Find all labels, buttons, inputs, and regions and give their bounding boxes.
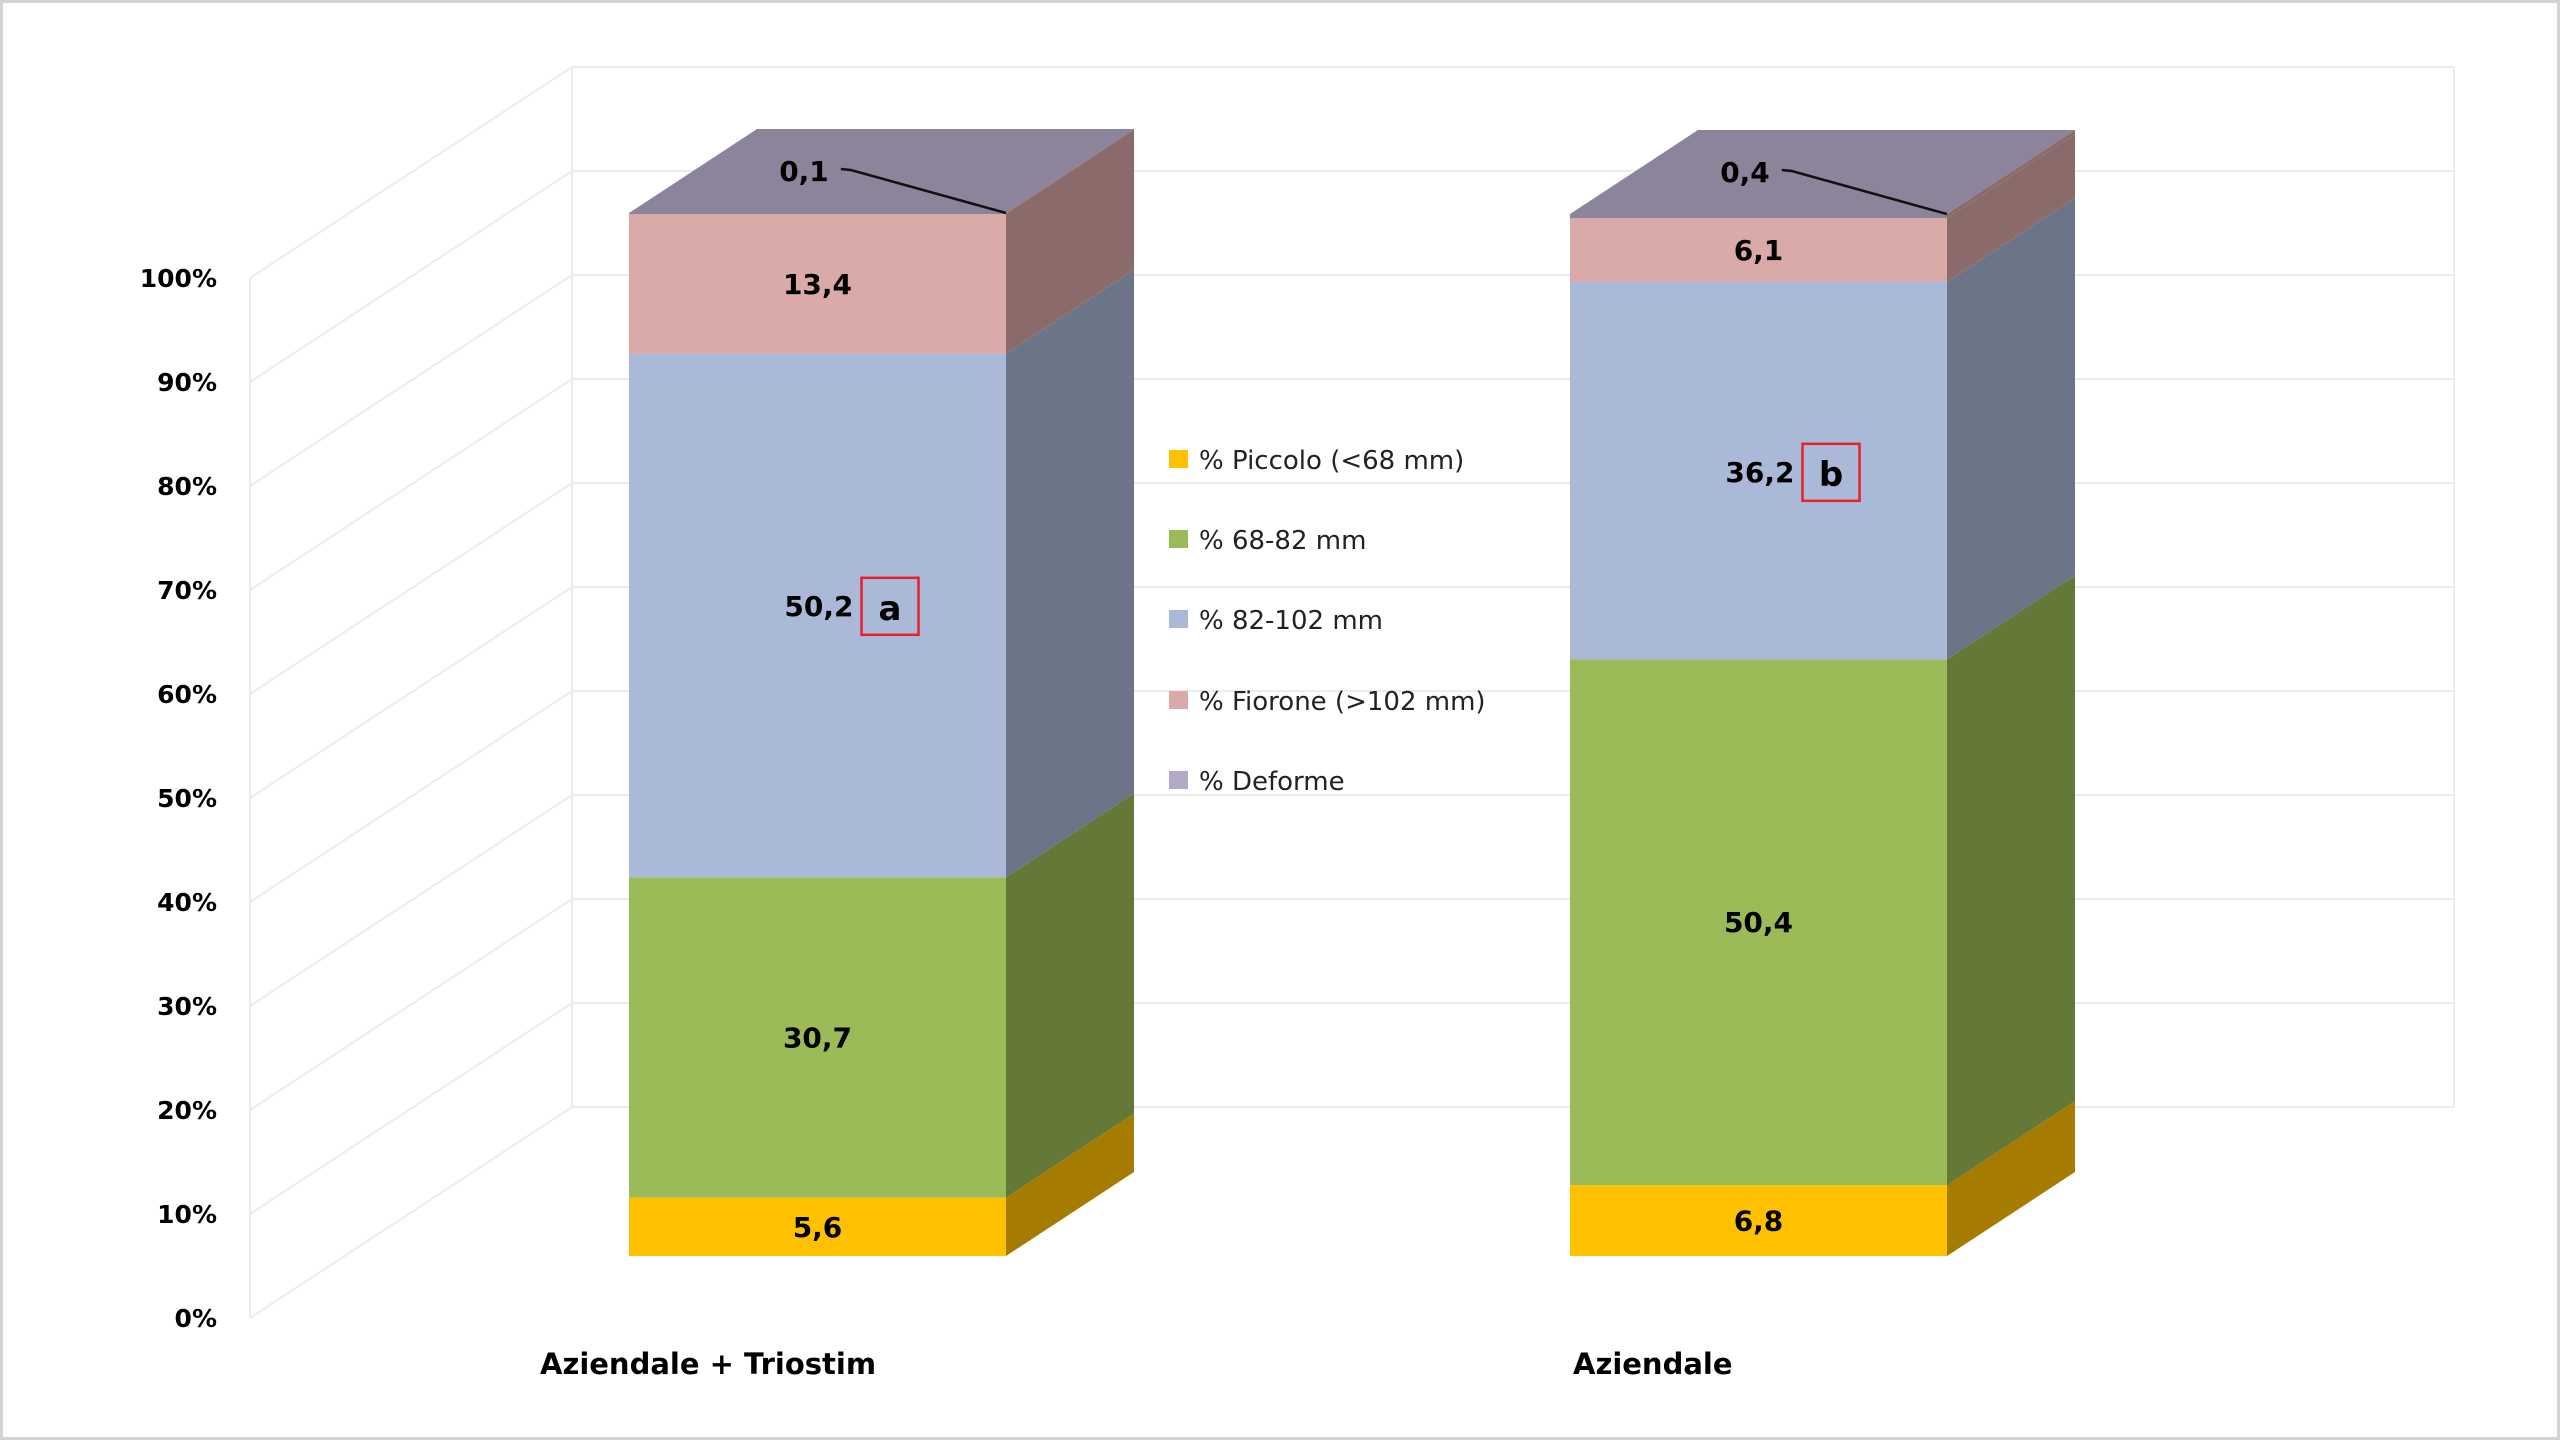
side-wall-gridline bbox=[249, 170, 573, 383]
x-axis-categories: Aziendale + Triostim Aziendale bbox=[540, 1347, 1733, 1381]
annotation-box bbox=[1801, 442, 1861, 503]
y-tick-label: 60% bbox=[157, 680, 217, 709]
legend-swatch bbox=[1169, 610, 1188, 628]
bar-segment-side bbox=[1947, 130, 2075, 219]
side-wall-gridline bbox=[249, 482, 573, 695]
data-label: 6,8 bbox=[1734, 1205, 1784, 1238]
y-tick-label: 100% bbox=[140, 264, 217, 293]
legend-swatch bbox=[1169, 450, 1188, 468]
bar-segment-side bbox=[1006, 130, 1134, 354]
data-label: 36,2 bbox=[1725, 456, 1794, 489]
bar-stack: 5,6 30,7 50,2 a 13,4 0,1 bbox=[629, 129, 1134, 1256]
bar-segment-front bbox=[629, 214, 1006, 354]
bar-segment-front bbox=[629, 213, 1006, 215]
y-tick-label: 0% bbox=[175, 1304, 217, 1333]
annotation-box bbox=[860, 576, 920, 637]
annotation-letter: a bbox=[879, 589, 902, 629]
y-tick-label: 90% bbox=[157, 368, 217, 397]
data-label: 13,4 bbox=[783, 268, 852, 301]
bar-segment-front bbox=[629, 353, 1006, 878]
legend-label: % Piccolo (<68 mm) bbox=[1199, 446, 1464, 476]
data-label: 0,1 bbox=[779, 155, 829, 188]
legend-swatch bbox=[1169, 530, 1188, 548]
side-wall-gridline bbox=[249, 378, 573, 591]
data-label-leader-line bbox=[840, 167, 1007, 215]
y-tick-label: 50% bbox=[157, 784, 217, 813]
annotation-letter: b bbox=[1819, 455, 1843, 495]
legend-label: % Fiorone (>102 mm) bbox=[1199, 687, 1486, 717]
bar-segment-side bbox=[1947, 134, 2075, 282]
y-tick-label: 70% bbox=[157, 576, 217, 605]
y-axis-ticks: 0% 10% 20% 30% 40% 50% 60% 70% 80% 90% 100% bbox=[140, 264, 217, 1333]
legend: % Piccolo (<68 mm) % 68-82 mm % 82-102 mm%… bbox=[1169, 446, 1486, 797]
data-label: 50,2 bbox=[784, 590, 853, 623]
side-wall-gridline bbox=[249, 66, 573, 279]
bar-segment-front bbox=[629, 1197, 1006, 1256]
bar-segment-side bbox=[1947, 1101, 2075, 1256]
bar-segment-front bbox=[1570, 218, 1947, 282]
legend-label: % Deforme bbox=[1199, 767, 1345, 797]
y-tick-label: 20% bbox=[157, 1096, 217, 1125]
bar-segment-front bbox=[1570, 214, 1947, 219]
data-label-leader-line bbox=[1781, 168, 1948, 216]
data-label: 50,4 bbox=[1724, 906, 1793, 939]
side-wall-gridline bbox=[249, 1106, 573, 1319]
x-category-label: Aziendale bbox=[1573, 1347, 1733, 1381]
bars: 5,6 30,7 50,2 a 13,4 0,1 6,8 50,4 36,2 b 6,1 0,4 bbox=[629, 129, 2075, 1256]
bar-top-face bbox=[629, 129, 1134, 213]
side-wall-gridline bbox=[249, 794, 573, 1007]
bar-segment-side bbox=[1947, 575, 2075, 1186]
side-wall-gridline bbox=[249, 898, 573, 1111]
x-category-label: Aziendale + Triostim bbox=[540, 1347, 876, 1381]
bar-segment-front bbox=[1570, 1185, 1947, 1256]
y-tick-label: 30% bbox=[157, 992, 217, 1021]
data-label: 6,1 bbox=[1734, 234, 1784, 267]
bar-segment-side bbox=[1006, 1113, 1134, 1256]
bar-top-face bbox=[1570, 130, 2075, 215]
side-wall-gridline bbox=[249, 1002, 573, 1215]
bar-segment-side bbox=[1006, 269, 1134, 878]
side-wall-gridline bbox=[249, 586, 573, 799]
y-tick-label: 10% bbox=[157, 1200, 217, 1229]
side-wall-gridline bbox=[249, 690, 573, 903]
y-tick-label: 80% bbox=[157, 472, 217, 501]
data-label: 0,4 bbox=[1720, 156, 1770, 189]
bar-stack: 6,8 50,4 36,2 b 6,1 0,4 bbox=[1570, 130, 2075, 1256]
bar-segment-side bbox=[1006, 129, 1134, 215]
bar-segment-front bbox=[629, 877, 1006, 1198]
data-label: 30,7 bbox=[783, 1021, 852, 1054]
legend-swatch bbox=[1169, 771, 1188, 789]
bar-segment-front bbox=[1570, 281, 1947, 660]
bar-segment-front bbox=[1570, 659, 1947, 1186]
bar-segment-side bbox=[1006, 793, 1134, 1198]
y-tick-label: 40% bbox=[157, 888, 217, 917]
data-label: 5,6 bbox=[793, 1211, 843, 1244]
legend-label: % 68-82 mm bbox=[1199, 526, 1366, 556]
side-wall-gridline bbox=[249, 274, 573, 487]
legend-swatch bbox=[1169, 691, 1188, 709]
legend-label: % 82-102 mm bbox=[1199, 606, 1383, 636]
bar-segment-side bbox=[1947, 197, 2075, 660]
